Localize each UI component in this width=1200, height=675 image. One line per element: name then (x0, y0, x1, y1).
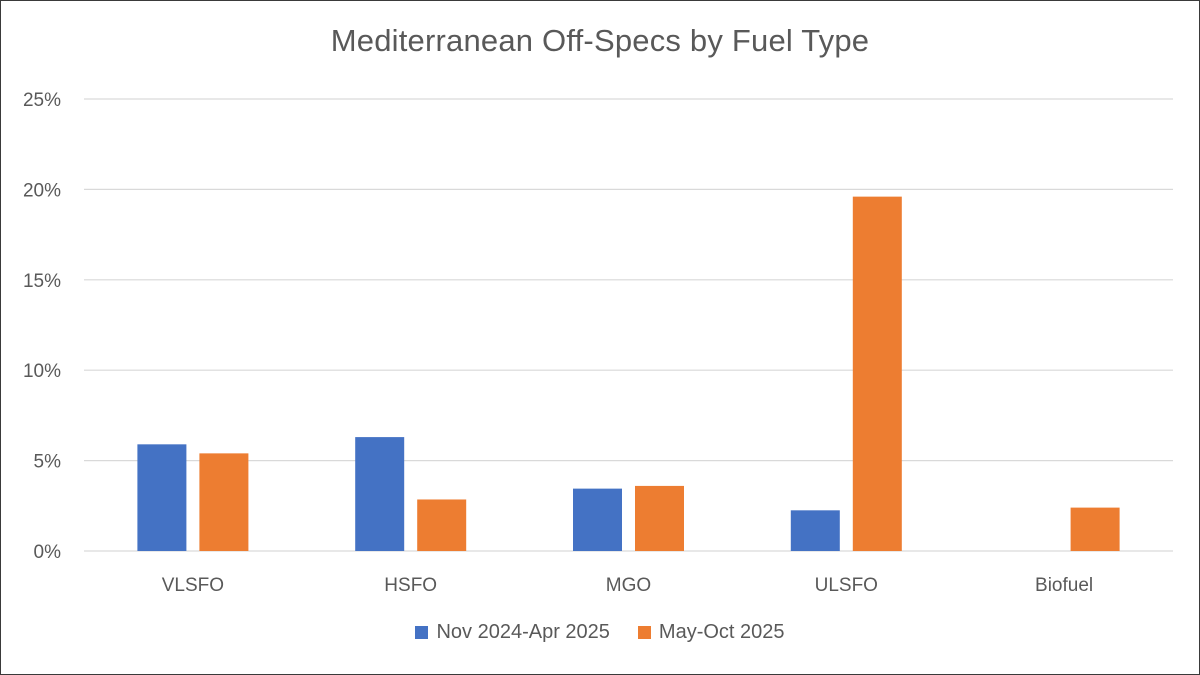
y-tick-label: 0% (34, 542, 62, 563)
y-tick-label: 25% (23, 90, 61, 111)
chart-legend: Nov 2024-Apr 2025 May-Oct 2025 (1, 621, 1199, 644)
bar-hsfo-series-1 (355, 437, 405, 551)
legend-swatch (637, 626, 651, 639)
bar-mgo-series-1 (573, 488, 622, 551)
x-tick-label: HSFO (384, 575, 437, 596)
bar-vlsfo-series-2 (199, 453, 249, 551)
legend-swatch (415, 626, 429, 639)
bar-biofuel-series-2 (1070, 507, 1120, 551)
y-tick-label: 10% (23, 361, 61, 382)
bar-mgo-series-2 (635, 485, 684, 551)
bar-vlsfo-series-1 (137, 444, 187, 551)
x-tick-label: VLSFO (162, 575, 224, 596)
bar-ulsfo-series-2 (852, 196, 902, 551)
legend-item: May-Oct 2025 (637, 621, 785, 644)
y-tick-label: 20% (23, 180, 61, 201)
x-tick-label: MGO (606, 575, 651, 596)
bar-ulsfo-series-1 (790, 510, 840, 551)
legend-label: Nov 2024-Apr 2025 (436, 621, 610, 643)
y-tick-label: 5% (34, 452, 62, 473)
y-tick-label: 15% (23, 271, 61, 292)
bar-hsfo-series-2 (417, 499, 467, 551)
x-tick-label: ULSFO (815, 575, 878, 596)
chart-title: Mediterranean Off-Specs by Fuel Type (330, 23, 870, 58)
legend-item: Nov 2024-Apr 2025 (415, 621, 610, 644)
legend-label: May-Oct 2025 (658, 621, 785, 643)
x-tick-label: Biofuel (1035, 575, 1093, 596)
